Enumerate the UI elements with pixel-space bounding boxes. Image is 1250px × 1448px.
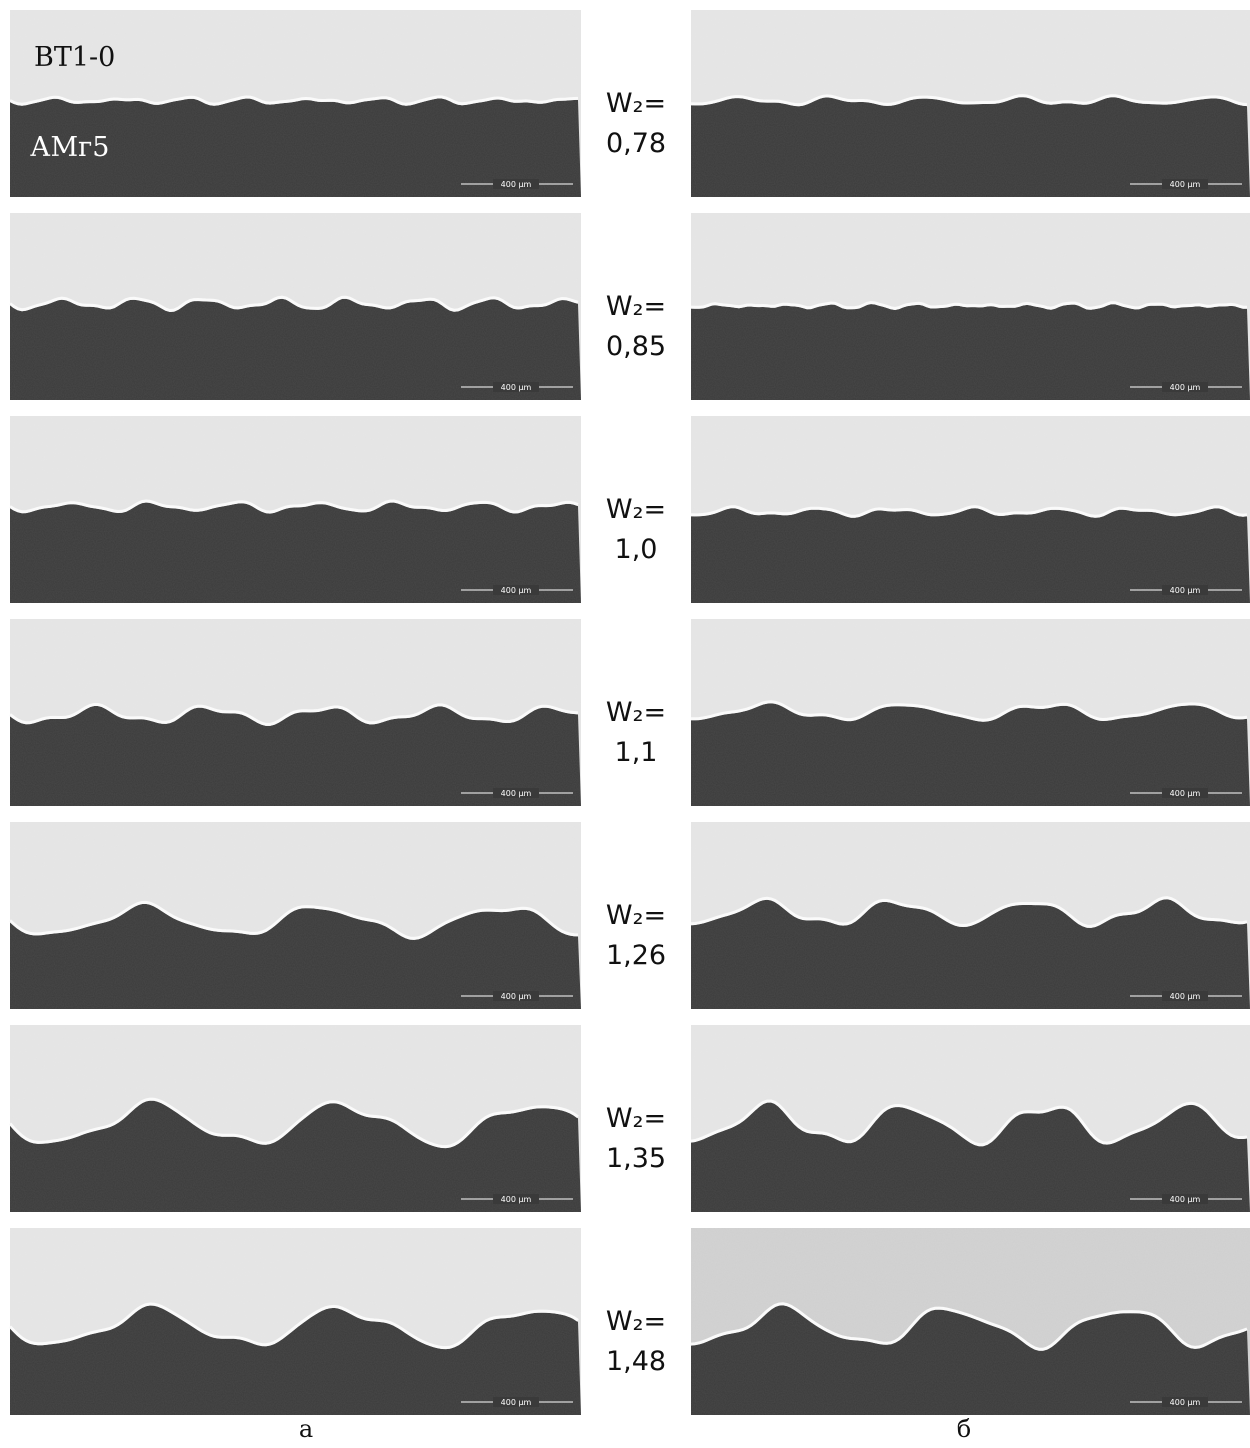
scale-bar-label: 400 µm [501,383,532,392]
scale-bar-label: 400 µm [1170,992,1201,1001]
texture [10,213,581,400]
texture [691,213,1250,400]
parameter-label: W₂= [606,900,666,931]
figure: а б 400 µmВТ1-0АМг5400 µmW₂=0,78400 µm40… [0,0,1250,1448]
scale-bar-label: 400 µm [1170,586,1201,595]
parameter-value: 0,78 [606,128,666,159]
texture [10,416,581,603]
micrograph-panel: 400 µm [691,213,1250,400]
texture [10,10,581,197]
column-caption: б [957,1415,971,1443]
scale-bar-label: 400 µm [501,789,532,798]
scale-bar-label: 400 µm [1170,1398,1201,1407]
micrograph-panel: 400 µm [10,619,581,806]
micrograph-panel: 400 µm [10,1228,581,1415]
texture [691,1228,1250,1415]
texture [10,822,581,1009]
scale-bar-label: 400 µm [501,992,532,1001]
micrograph-panel: 400 µm [10,416,581,603]
scale-bar-label: 400 µm [501,1398,532,1407]
micrograph-panel: 400 µm [10,1025,581,1212]
micrograph-panel: 400 µm [691,822,1250,1009]
texture [10,1025,581,1212]
texture [691,619,1250,806]
micrograph-panel: 400 µm [691,10,1250,197]
scale-bar-label: 400 µm [501,586,532,595]
micrograph-panel: 400 µm [691,416,1250,603]
scale-bar-label: 400 µm [1170,180,1201,189]
scale-bar-label: 400 µm [1170,789,1201,798]
parameter-label: W₂= [606,88,666,119]
parameter-value: 0,85 [606,331,666,362]
parameter-label: W₂= [606,697,666,728]
parameter-label: W₂= [606,494,666,525]
page: {"labels": {"top_material": "ВТ1-0", "bo… [0,0,1250,1448]
micrograph-panel: 400 µm [691,1228,1250,1415]
parameter-value: 1,0 [615,534,658,565]
texture [691,10,1250,197]
scale-bar-label: 400 µm [1170,1195,1201,1204]
parameter-value: 1,26 [606,940,666,971]
micrograph-panel: 400 µm [10,822,581,1009]
micrograph-panel: 400 µm [691,619,1250,806]
parameter-value: 1,1 [615,737,658,768]
texture [10,1228,581,1415]
parameter-label: W₂= [606,1103,666,1134]
micrograph-panel: 400 µm [691,1025,1250,1212]
micrograph-panel: 400 µm [10,213,581,400]
texture [691,822,1250,1009]
parameter-value: 1,48 [606,1346,666,1377]
material-label: АМг5 [30,132,109,163]
parameter-label: W₂= [606,1306,666,1337]
scale-bar-label: 400 µm [501,180,532,189]
texture [691,416,1250,603]
parameter-label: W₂= [606,291,666,322]
column-caption: а [299,1415,313,1443]
texture [10,619,581,806]
texture [691,1025,1250,1212]
parameter-value: 1,35 [606,1143,666,1174]
scale-bar-label: 400 µm [1170,383,1201,392]
micrograph-panel: 400 µm ВТ1-0 АМг5 [10,10,581,197]
scale-bar-label: 400 µm [501,1195,532,1204]
material-label: ВТ1-0 [34,42,115,73]
